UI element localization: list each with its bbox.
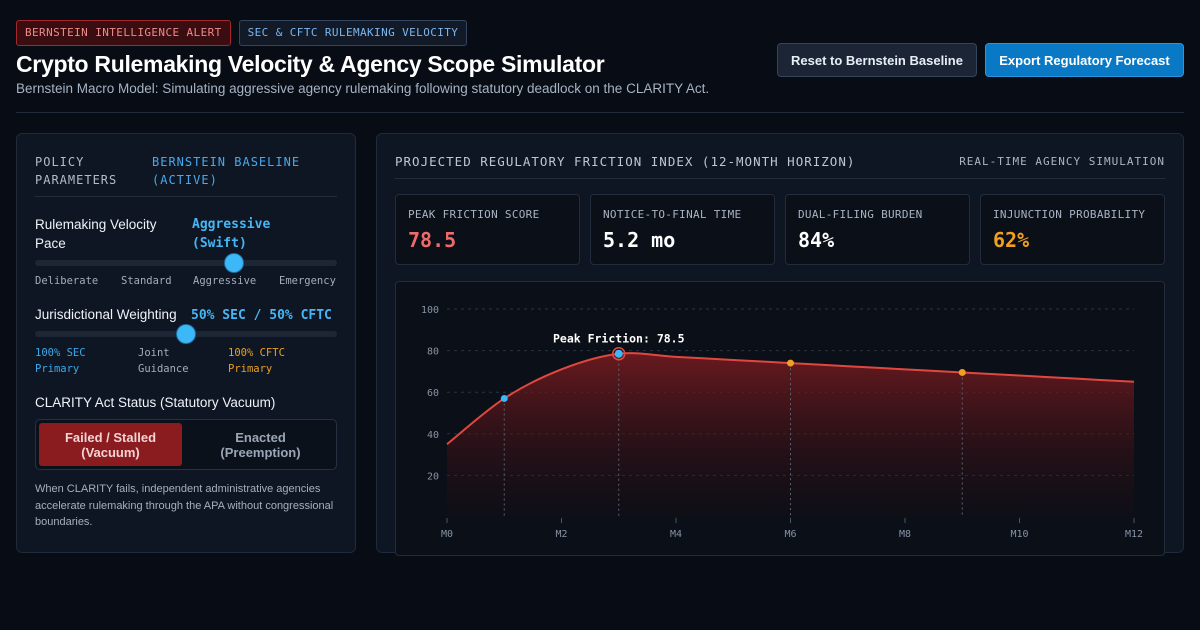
tick-line: 100% CFTC [228,347,285,359]
velocity-label: Rulemaking Velocity Pace [35,215,157,253]
x-tick-label: M4 [670,529,682,540]
tick-line: Joint [138,347,170,359]
kpi-value: 78.5 [408,228,457,252]
data-point [958,368,966,376]
weighting-slider-thumb[interactable] [177,325,195,343]
velocity-value: Aggressive (Swift) [192,215,270,253]
option-line: (Vacuum) [81,444,140,460]
option-line: Enacted [235,429,286,445]
page-subtitle: Bernstein Macro Model: Simulating aggres… [16,81,710,96]
kpi-label: PEAK FRICTION SCORE [408,208,540,221]
clarity-enacted-option[interactable]: Enacted (Preemption) [189,423,332,466]
panel-title: POLICY PARAMETERS [35,153,117,189]
header: BERNSTEIN INTELLIGENCE ALERT SEC & CFTC … [16,20,1184,96]
forecast-panel: PROJECTED REGULATORY FRICTION INDEX (12-… [376,133,1184,556]
kpi-value: 84% [798,228,835,252]
clarity-help-text: When CLARITY fails, independent administ… [35,483,334,528]
x-tick-label: M2 [555,529,567,540]
tick-line: Guidance [138,363,189,375]
y-tick-label: 60 [427,388,439,399]
weighting-value: 50% SEC / 50% CFTC [191,308,332,323]
active-preset-label: BERNSTEIN BASELINE (ACTIVE) [152,153,300,189]
velocity-slider-thumb[interactable] [225,254,244,272]
kpi-injunction-probability: INJUNCTION PROBABILITY 62% [980,194,1165,265]
clarity-status-label: CLARITY Act Status (Statutory Vacuum) [35,395,276,410]
forecast-title: PROJECTED REGULATORY FRICTION INDEX (12-… [395,154,856,169]
panel-title-line: POLICY [35,155,85,169]
weighting-tick-cftc: 100% CFTC Primary [228,345,285,377]
x-tick-label: M0 [441,529,453,540]
friction-chart: 20 40 60 80 100 Peak Friction: 78.5 M0 M2 M4 M6 M8… [395,281,1165,556]
forecast-divider [395,178,1165,179]
option-line: Failed / Stalled [64,429,157,445]
velocity-tick: Aggressive [193,275,257,287]
velocity-label-line: Rulemaking Velocity [35,217,157,232]
reset-baseline-button[interactable]: Reset to Bernstein Baseline [777,43,977,77]
badge-row: BERNSTEIN INTELLIGENCE ALERT SEC & CFTC … [16,20,1184,46]
header-divider [16,112,1184,113]
kpi-notice-to-final: NOTICE-TO-FINAL TIME 5.2 mo [590,194,775,265]
panel-title-line: PARAMETERS [35,173,118,187]
alert-badge: BERNSTEIN INTELLIGENCE ALERT [16,20,231,46]
data-point [787,359,794,367]
velocity-tick: Emergency [279,275,336,287]
x-tick-label: M8 [899,529,911,540]
velocity-slider[interactable] [35,254,337,272]
data-point [500,394,508,402]
y-tick-label: 80 [427,347,439,358]
y-tick-label: 40 [427,430,439,441]
kpi-value: 5.2 mo [603,228,676,252]
weighting-label: Jurisdictional Weighting [35,307,177,322]
velocity-value-line: Aggressive [192,217,271,232]
simulation-tag: REAL-TIME AGENCY SIMULATION [959,155,1165,168]
export-forecast-button[interactable]: Export Regulatory Forecast [985,43,1184,77]
active-preset-line: (ACTIVE) [152,173,218,187]
page-title: Crypto Rulemaking Velocity & Agency Scop… [16,51,605,77]
peak-ring [612,346,626,361]
kpi-label: DUAL-FILING BURDEN [798,208,923,221]
tick-line: Primary [35,363,80,375]
velocity-value-line: (Swift) [192,236,247,251]
velocity-label-line: Pace [35,236,66,251]
data-point [614,349,623,358]
velocity-tick: Standard [121,275,172,287]
kpi-label: NOTICE-TO-FINAL TIME [603,208,742,221]
option-line: (Preemption) [220,444,301,460]
velocity-tick: Deliberate [35,275,99,287]
active-preset-line: BERNSTEIN BASELINE [152,155,301,169]
friction-chart-svg: 20 40 60 80 100 Peak Friction: 78.5 M0 M2 M4 M6 M8… [421,305,1143,540]
weighting-tick-sec: 100% SEC Primary [35,345,86,377]
weighting-slider[interactable] [35,325,337,343]
kpi-peak-friction: PEAK FRICTION SCORE 78.5 [395,194,580,265]
panel-divider [35,196,337,197]
kpi-value: 62% [993,228,1030,252]
peak-annotation: Peak Friction: 78.5 [553,332,685,346]
x-tick-label: M12 [1125,529,1143,540]
tick-line: 100% SEC [35,347,86,359]
clarity-failed-option[interactable]: Failed / Stalled (Vacuum) [39,423,182,466]
x-tick-label: M10 [1010,529,1028,540]
x-tick-label: M6 [784,529,796,540]
topic-badge: SEC & CFTC RULEMAKING VELOCITY [238,20,468,46]
weighting-tick-joint: Joint Guidance [138,345,189,377]
kpi-dual-filing: DUAL-FILING BURDEN 84% [785,194,970,265]
tick-line: Primary [228,363,273,375]
y-tick-label: 100 [421,305,439,316]
kpi-label: INJUNCTION PROBABILITY [993,208,1146,221]
policy-parameters-panel: POLICY PARAMETERS BERNSTEIN BASELINE (AC… [16,133,356,553]
y-tick-label: 20 [427,471,439,482]
clarity-status-toggle: Failed / Stalled (Vacuum) Enacted (Preem… [35,419,337,470]
